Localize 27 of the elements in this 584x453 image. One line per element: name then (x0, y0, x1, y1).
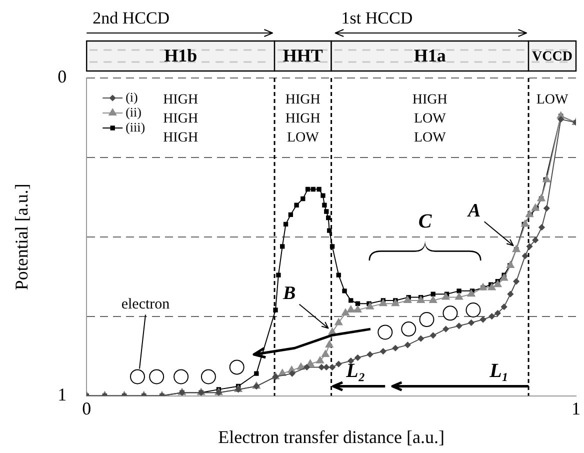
text: H1a (414, 46, 446, 66)
text: 2nd HCCD (92, 8, 170, 28)
annotation: LOW (414, 112, 447, 127)
annotation: HIGH (163, 112, 198, 127)
legend-label: (iii) (126, 119, 146, 134)
annotation: HIGH (163, 92, 198, 108)
annotation: L₂ (345, 360, 366, 382)
annotation: LOW (536, 92, 569, 108)
text: HHT (282, 46, 323, 66)
annotation: HIGH (412, 92, 448, 108)
annotation: L₁ (488, 360, 509, 382)
annotation: LOW (286, 130, 320, 146)
text: electron (121, 296, 170, 313)
annotation: HIGH (163, 130, 198, 146)
text: 1st HCCD (341, 8, 413, 28)
annotation: HIGH (285, 112, 320, 127)
annotation: LOW (414, 130, 447, 146)
text: H1b (164, 46, 198, 66)
text: VCCD (532, 50, 572, 65)
y-axis-title: Potential [a.u.] (12, 184, 32, 290)
legend-label: (i) (126, 89, 138, 104)
annotation: B (282, 283, 296, 304)
legend-label: (ii) (126, 104, 142, 120)
x-axis-title: Electron transfer distance [a.u.] (218, 426, 444, 447)
annotation: HIGH (285, 92, 320, 108)
annotation: A (466, 200, 481, 222)
annotation: C (418, 210, 432, 233)
